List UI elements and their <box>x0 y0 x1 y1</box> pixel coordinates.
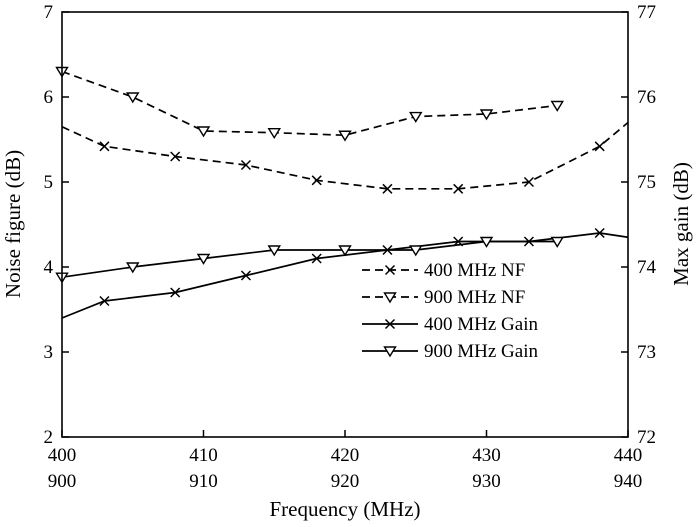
series-point-900-mhz-nf <box>126 92 140 104</box>
y-right-tick-label: 77 <box>637 2 656 23</box>
series-line-900-mhz-nf <box>61 70 558 137</box>
series-point-400-mhz-gain-stroke <box>240 270 251 281</box>
x-tick-label-lower: 920 <box>331 471 360 492</box>
series-point-400-mhz-nf-stroke <box>99 141 110 152</box>
legend: 400 MHz NF 900 MHz NF 400 MHz Gain 900 MHz … <box>362 260 538 362</box>
series-point-400-mhz-nf-stroke <box>311 175 322 186</box>
series-point-400-mhz-nf <box>240 159 251 171</box>
series-point-400-mhz-nf-stroke <box>240 159 251 171</box>
series-point-900-mhz-gain <box>338 245 352 257</box>
y-left-tick-label: 7 <box>44 2 54 23</box>
y-left-tick-label: 6 <box>44 87 54 108</box>
series-point-900-mhz-gain <box>479 236 494 248</box>
series-line-400-mhz-gain <box>61 232 629 319</box>
series-point-400-mhz-nf-stroke <box>170 151 181 162</box>
series-point-400-mhz-gain <box>240 270 251 281</box>
x-tick-label-upper: 400 <box>48 445 77 466</box>
series-point-400-mhz-nf <box>453 183 464 194</box>
series-point-400-mhz-nf-stroke <box>523 176 534 188</box>
legend-label-900-mhz-gain: 900 MHz Gain <box>424 341 538 362</box>
series-point-400-mhz-nf <box>594 141 605 152</box>
series-point-400-mhz-nf <box>99 141 110 152</box>
legend-label-400-mhz-nf: 400 MHz NF <box>424 260 525 281</box>
y-right-tick-label: 76 <box>637 87 656 108</box>
x-tick-label-upper: 430 <box>472 445 501 466</box>
legend-marker-400-mhz-gain <box>384 318 396 330</box>
legend-marker-400-mhz-nf-stroke <box>384 264 396 276</box>
x-tick-label-lower: 940 <box>614 471 643 492</box>
y-axis-label-right: Max gain (dB) <box>669 162 693 286</box>
y-right-tick-label: 74 <box>637 257 657 278</box>
axis-layer: 2 3 4 5 6 7 72 73 74 75 76 77 400 410 420 430 440 900 910 9… <box>44 2 657 492</box>
y-right-tick-label: 72 <box>637 427 656 448</box>
series-point-900-mhz-nf <box>267 127 281 140</box>
legend-marker-900-mhz-gain <box>383 346 397 358</box>
series-point-900-mhz-nf <box>479 109 494 121</box>
x-axis-label: Frequency (MHz) <box>269 497 420 521</box>
series-point-400-mhz-gain-stroke <box>99 295 110 307</box>
y-right-tick-label: 73 <box>637 342 656 363</box>
series-point-900-mhz-nf <box>196 126 211 138</box>
legend-marker-900-mhz-nf <box>383 292 397 304</box>
series-point-900-mhz-gain <box>196 253 211 265</box>
series-point-900-mhz-gain <box>550 236 564 248</box>
series-point-400-mhz-nf-stroke <box>453 183 464 194</box>
x-tick-label-upper: 440 <box>614 445 643 466</box>
x-tick-label-upper: 410 <box>189 445 218 466</box>
legend-marker-400-mhz-nf <box>384 264 396 276</box>
plot-frame <box>61 11 629 438</box>
series-point-900-mhz-gain <box>409 245 423 257</box>
series-point-900-mhz-nf <box>338 130 352 142</box>
x-tick-label-upper: 420 <box>331 445 360 466</box>
series-point-400-mhz-nf <box>523 176 534 188</box>
series-point-900-mhz-nf <box>409 111 423 123</box>
series-point-400-mhz-nf-stroke <box>382 183 393 194</box>
y-left-tick-label: 3 <box>44 342 54 363</box>
legend-marker-400-mhz-gain-stroke <box>384 318 396 330</box>
series-point-400-mhz-gain <box>594 227 605 239</box>
series-point-400-mhz-gain-stroke <box>170 287 181 298</box>
x-tick-label-lower: 930 <box>472 471 501 492</box>
series-line-900-mhz-gain <box>61 240 558 279</box>
series-layer <box>55 66 629 319</box>
series-point-400-mhz-gain-stroke <box>594 227 605 239</box>
series-point-400-mhz-nf-stroke <box>594 141 605 152</box>
x-tick-label-lower: 900 <box>48 471 77 492</box>
legend-label-400-mhz-gain: 400 MHz Gain <box>424 314 538 335</box>
series-point-900-mhz-gain <box>126 262 140 274</box>
series-point-400-mhz-gain <box>99 295 110 307</box>
y-left-tick-label: 4 <box>44 257 54 278</box>
y-left-tick-label: 5 <box>44 172 54 193</box>
series-point-400-mhz-gain-stroke <box>311 253 322 264</box>
series-point-400-mhz-gain <box>170 287 181 298</box>
series-line-400-mhz-nf <box>61 121 629 190</box>
y-left-tick-label: 2 <box>44 427 54 448</box>
series-point-400-mhz-nf <box>382 183 393 194</box>
y-right-tick-label: 75 <box>637 172 656 193</box>
series-point-900-mhz-gain <box>267 245 281 257</box>
series-point-400-mhz-nf <box>311 175 322 186</box>
y-axis-label-left: Noise figure (dB) <box>1 150 25 298</box>
series-point-400-mhz-gain <box>311 253 322 264</box>
series-point-900-mhz-nf <box>550 100 564 112</box>
x-tick-label-lower: 910 <box>189 471 218 492</box>
series-point-400-mhz-nf <box>170 151 181 162</box>
legend-label-900-mhz-nf: 900 MHz NF <box>424 287 525 308</box>
